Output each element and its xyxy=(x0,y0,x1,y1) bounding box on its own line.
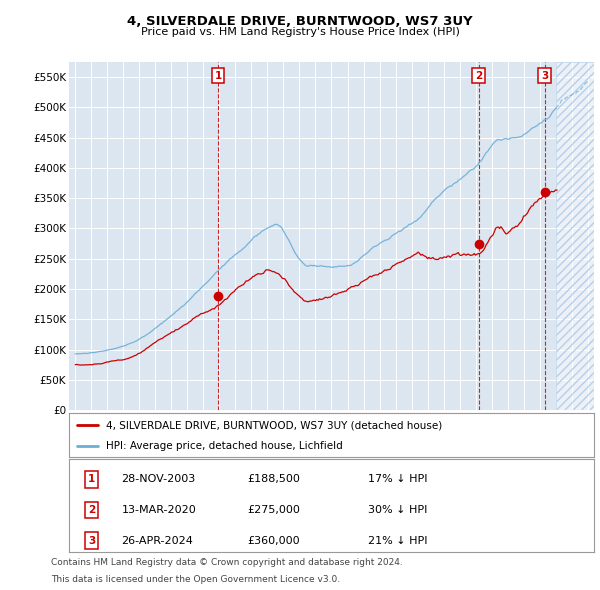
Text: HPI: Average price, detached house, Lichfield: HPI: Average price, detached house, Lich… xyxy=(106,441,343,451)
Text: This data is licensed under the Open Government Licence v3.0.: This data is licensed under the Open Gov… xyxy=(51,575,340,584)
Text: £275,000: £275,000 xyxy=(248,505,301,515)
Text: 17% ↓ HPI: 17% ↓ HPI xyxy=(368,474,428,484)
Text: 28-NOV-2003: 28-NOV-2003 xyxy=(121,474,196,484)
Text: 26-APR-2024: 26-APR-2024 xyxy=(121,536,193,546)
Text: 30% ↓ HPI: 30% ↓ HPI xyxy=(368,505,428,515)
Text: 1: 1 xyxy=(214,71,221,81)
Text: 21% ↓ HPI: 21% ↓ HPI xyxy=(368,536,428,546)
Text: 3: 3 xyxy=(541,71,548,81)
Bar xyxy=(556,62,594,410)
Text: 4, SILVERDALE DRIVE, BURNTWOOD, WS7 3UY: 4, SILVERDALE DRIVE, BURNTWOOD, WS7 3UY xyxy=(127,15,473,28)
Bar xyxy=(556,62,594,410)
Text: 3: 3 xyxy=(88,536,95,546)
Text: Contains HM Land Registry data © Crown copyright and database right 2024.: Contains HM Land Registry data © Crown c… xyxy=(51,559,403,568)
Text: Price paid vs. HM Land Registry's House Price Index (HPI): Price paid vs. HM Land Registry's House … xyxy=(140,27,460,37)
Text: £188,500: £188,500 xyxy=(248,474,301,484)
Text: 4, SILVERDALE DRIVE, BURNTWOOD, WS7 3UY (detached house): 4, SILVERDALE DRIVE, BURNTWOOD, WS7 3UY … xyxy=(106,421,442,430)
Text: 2: 2 xyxy=(475,71,482,81)
Text: 13-MAR-2020: 13-MAR-2020 xyxy=(121,505,196,515)
Text: 1: 1 xyxy=(88,474,95,484)
Text: 2: 2 xyxy=(88,505,95,515)
Text: £360,000: £360,000 xyxy=(248,536,300,546)
